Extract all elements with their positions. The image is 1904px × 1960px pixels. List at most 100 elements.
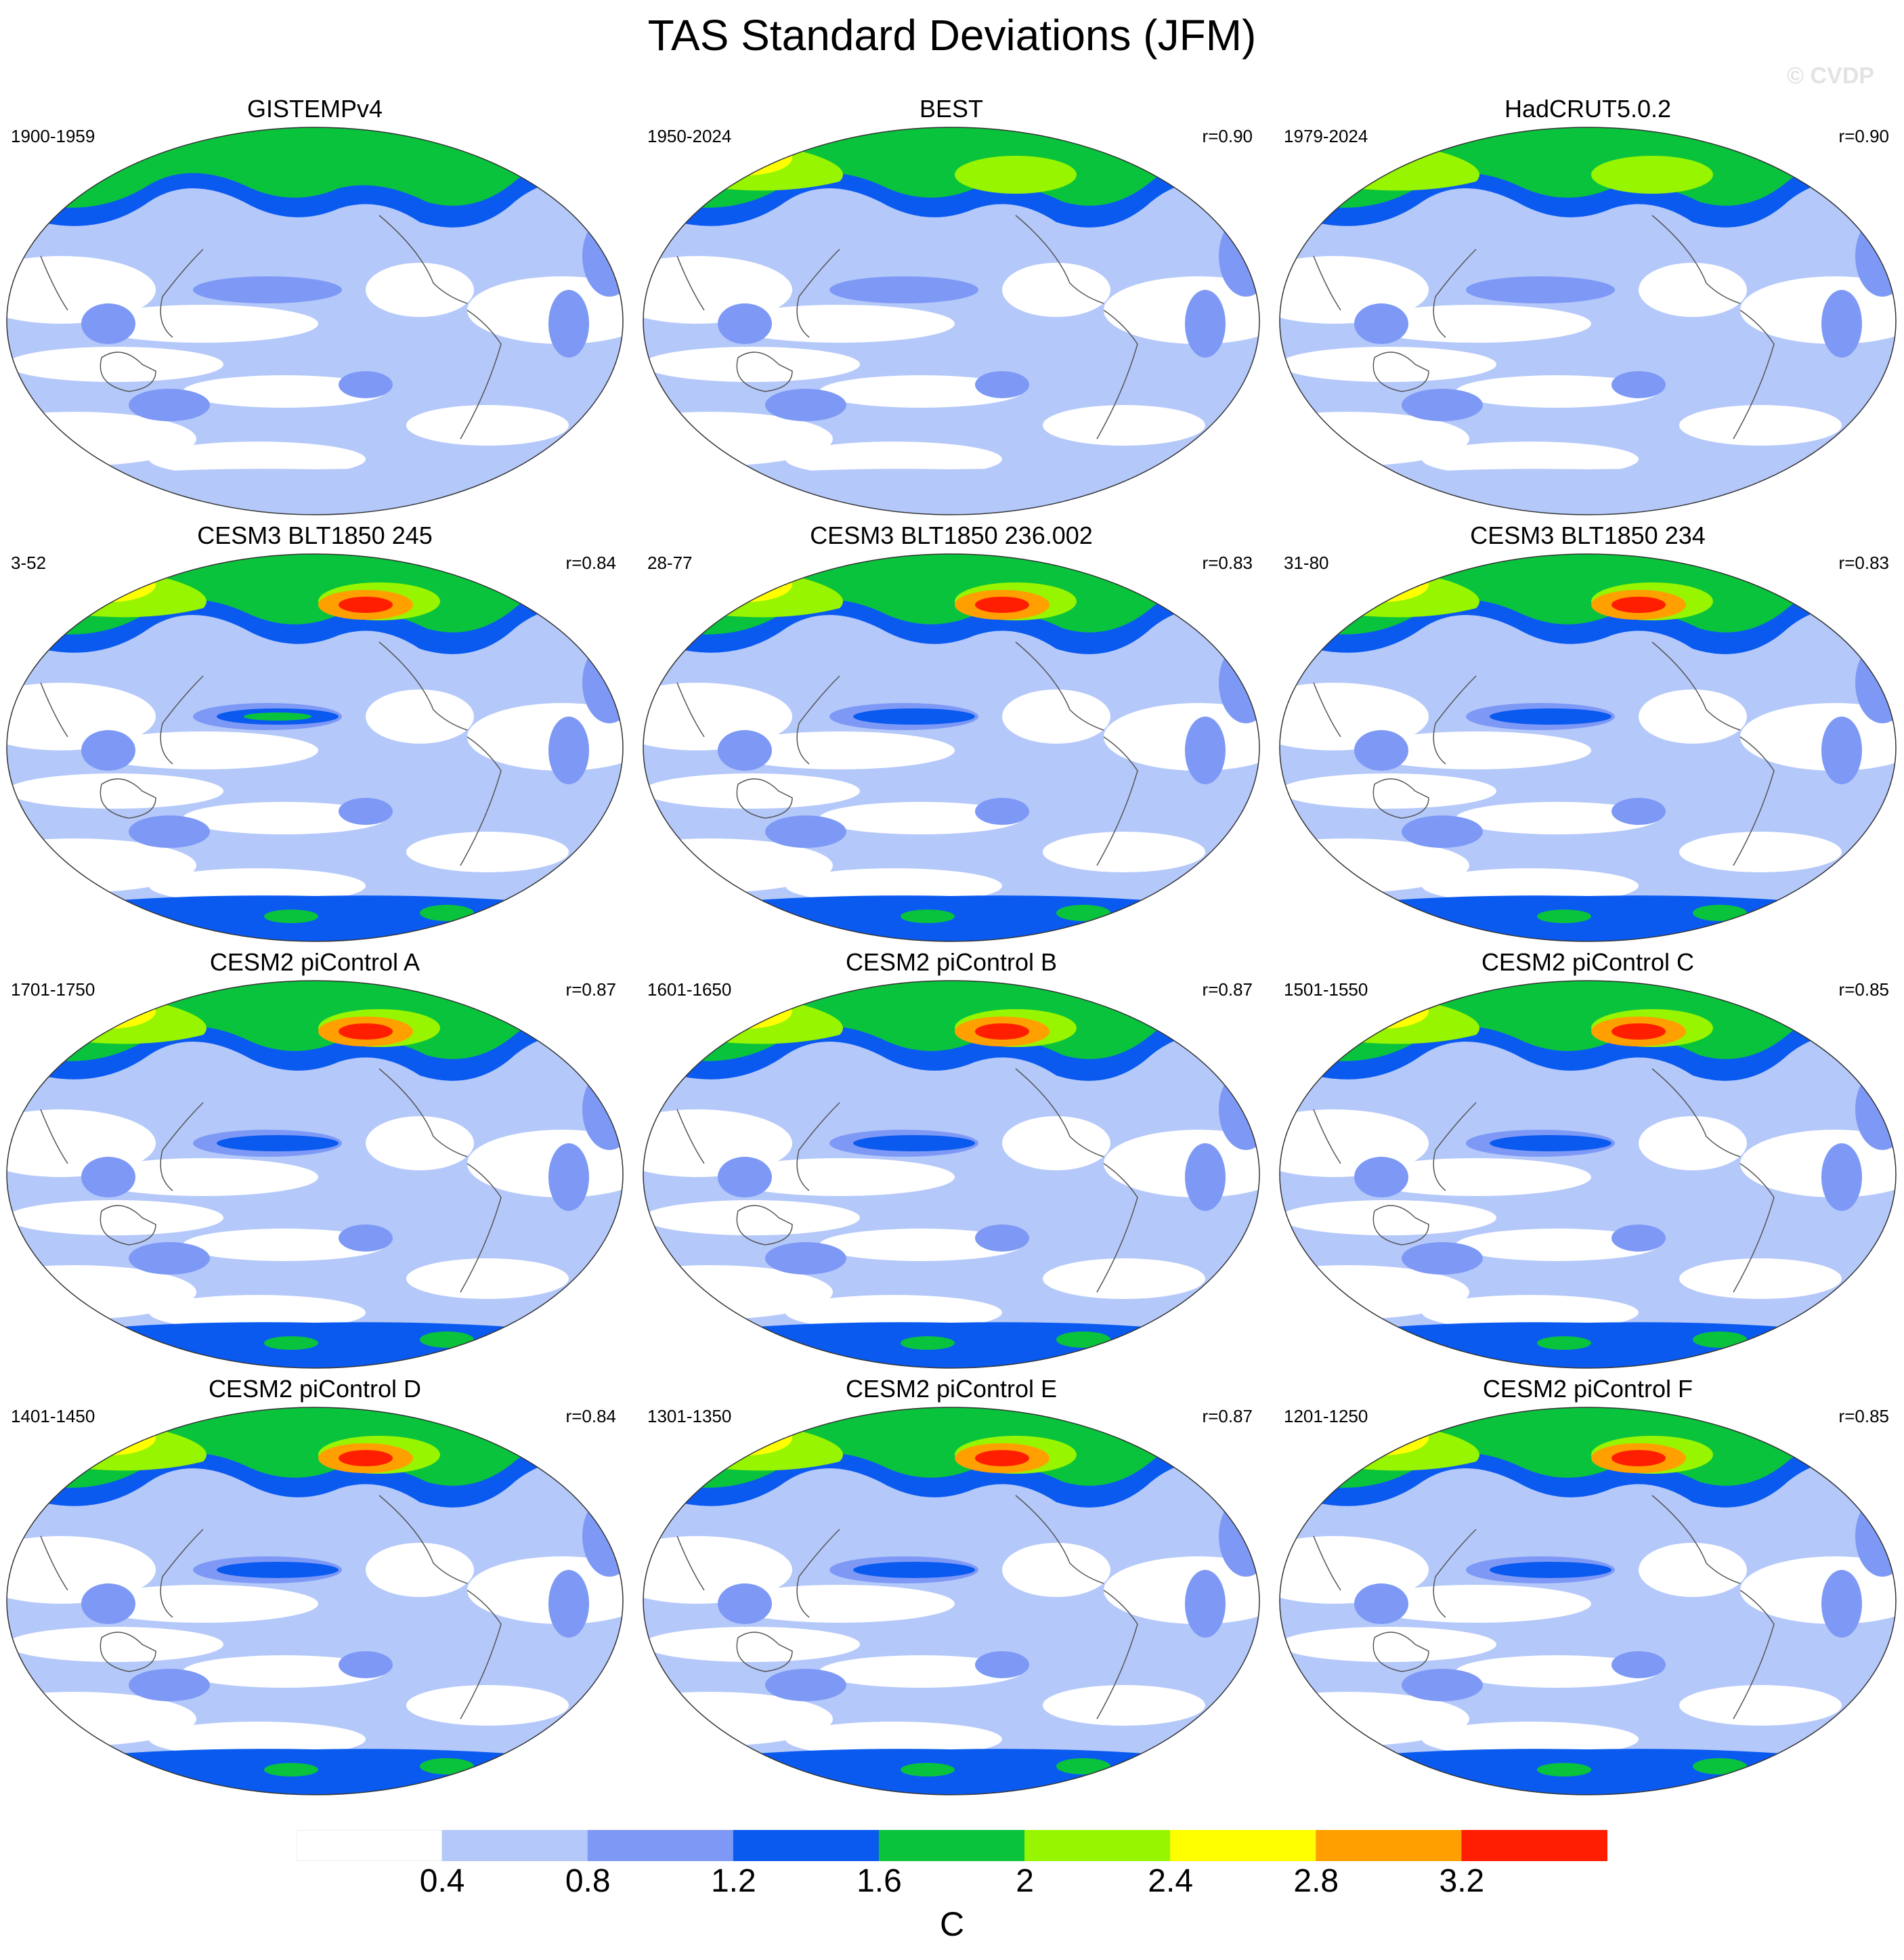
low-variability-region (643, 773, 860, 809)
moderate-variability-region (1611, 1651, 1666, 1678)
moderate-variability-region (81, 1583, 135, 1624)
antarctic-belt (1280, 1322, 1896, 1368)
antarctic-high (901, 910, 955, 923)
low-variability-region (88, 1158, 318, 1196)
low-variability-region (366, 1116, 474, 1170)
panel-title: CESM3 BLT1850 236.002 (810, 521, 1093, 549)
robinson-map (643, 127, 1260, 515)
panel-title: CESM2 piControl F (1482, 1375, 1693, 1403)
low-variability-region (366, 1543, 474, 1597)
panel-pattern-correlation: r=0.85 (1838, 979, 1889, 1000)
coastline (40, 255, 68, 311)
panel-title: CESM3 BLT1850 234 (1470, 521, 1706, 549)
moderate-variability-region (1611, 798, 1666, 825)
map-panel: HadCRUT5.0.2 1979-2024 r=0.90 (1273, 95, 1903, 521)
moderate-variability-region (1466, 276, 1615, 303)
coastline (460, 736, 502, 866)
map-outline (643, 1407, 1260, 1795)
antarctic-high (1056, 1331, 1110, 1348)
moderate-variability-region (339, 1651, 393, 1678)
panel-title: CESM2 piControl D (208, 1375, 422, 1403)
colorbar-swatch (297, 1830, 443, 1861)
moderate-variability-region (1611, 371, 1666, 398)
low-variability-region (785, 1295, 1002, 1330)
moderate-variability-region (129, 1669, 210, 1701)
panel-title: CESM2 piControl E (845, 1375, 1058, 1403)
map-outline (643, 553, 1260, 942)
robinson-map (643, 1407, 1260, 1795)
low-variability-region (406, 1685, 569, 1726)
low-variability-region (183, 802, 386, 834)
coastline (1313, 1109, 1341, 1164)
colorbar-svg (297, 1830, 1607, 1861)
low-variability-region (819, 375, 1022, 408)
panel-pattern-correlation: r=0.83 (1838, 553, 1889, 573)
coastline (796, 675, 840, 765)
panel-title: CESM2 piControl C (1481, 948, 1695, 976)
low-variability-region (1043, 405, 1205, 446)
coastline (1733, 736, 1775, 866)
map-panel: BEST 1950-2024 r=0.90 (636, 95, 1266, 521)
northamerica-peak-red (1611, 597, 1666, 613)
coastline (1015, 1495, 1104, 1584)
robinson-map (6, 127, 624, 515)
panel-pattern-correlation: r=0.85 (1838, 1406, 1889, 1426)
coastline (736, 1205, 793, 1245)
panel-pattern-correlation: r=0.87 (565, 979, 616, 1000)
colorbar-tick-label: 0.4 (419, 1863, 465, 1899)
low-variability-region (1679, 405, 1842, 446)
map-outline (1279, 553, 1897, 942)
low-variability-region (1679, 1685, 1842, 1726)
low-variability-region (406, 832, 569, 872)
coastline (1433, 1102, 1477, 1191)
coastline (100, 1632, 156, 1672)
low-variability-region (785, 442, 1002, 477)
eurasia-peak-orange (697, 993, 779, 1023)
moderate-variability-region (193, 276, 342, 303)
coastline (160, 1102, 204, 1191)
robinson-map (1279, 553, 1897, 942)
low-variability-region (1280, 347, 1496, 382)
low-variability-region (7, 1200, 223, 1235)
coastline (1096, 1590, 1138, 1720)
panel-title: CESM2 piControl A (209, 948, 420, 976)
coastline (460, 1163, 502, 1293)
low-variability-region (1361, 1585, 1591, 1623)
colorbar-tick-label: 2.4 (1148, 1863, 1194, 1899)
map-field (1280, 554, 1896, 941)
robinson-map (643, 980, 1260, 1369)
low-variability-region (1280, 1627, 1496, 1662)
figure-title: TAS Standard Deviations (JFM) (647, 11, 1257, 60)
low-variability-region (1361, 305, 1591, 343)
low-variability-region (1639, 689, 1747, 744)
low-variability-region (1679, 1258, 1842, 1299)
antarctic-belt (7, 469, 623, 515)
colorbar-swatch (587, 1830, 734, 1861)
eurasia-peak-red (701, 995, 748, 1014)
antarctic-belt (1280, 1749, 1896, 1795)
map-field (7, 127, 623, 515)
eurasia-peak (1334, 994, 1429, 1029)
moderate-variability-region (718, 730, 772, 771)
northamerica-peak-red (975, 597, 1029, 613)
coastline (1433, 1529, 1477, 1618)
colorbar-swatch (1316, 1830, 1463, 1861)
coastline (160, 1529, 204, 1618)
moderate-variability-region (1185, 1143, 1226, 1211)
antarctic-high (1693, 905, 1747, 921)
moderate-variability-region (1821, 290, 1862, 358)
panel-period: 1950-2024 (647, 126, 732, 146)
low-variability-region (1456, 1229, 1659, 1261)
enso-region (853, 1135, 975, 1151)
antarctic-high (264, 1336, 318, 1350)
coastline (1433, 675, 1477, 765)
map-panel: CESM2 piControl E 1301-1350 r=0.87 (636, 1375, 1266, 1802)
eurasia-peak (1334, 1420, 1429, 1455)
low-variability-region (643, 1627, 860, 1662)
coastline (40, 1109, 68, 1164)
moderate-variability-region (1354, 730, 1408, 771)
panel-pattern-correlation: r=0.87 (1202, 1406, 1253, 1426)
map-panel: CESM2 piControl C 1501-1550 r=0.85 (1273, 948, 1903, 1375)
robinson-map (643, 553, 1260, 942)
antarctic-high (1056, 905, 1110, 921)
